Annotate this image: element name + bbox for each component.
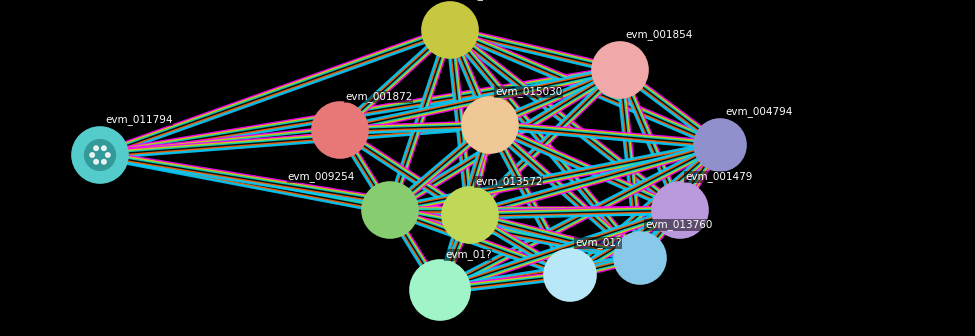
Circle shape xyxy=(72,127,128,183)
Circle shape xyxy=(544,249,596,301)
Circle shape xyxy=(90,153,95,157)
Circle shape xyxy=(694,119,746,171)
Circle shape xyxy=(362,182,418,238)
Text: evm_001479: evm_001479 xyxy=(685,172,753,182)
Text: evm_013760: evm_013760 xyxy=(645,219,713,230)
Circle shape xyxy=(312,102,368,158)
Circle shape xyxy=(410,260,470,320)
Text: evm_011794: evm_011794 xyxy=(105,115,173,125)
Text: evm_01?: evm_01? xyxy=(445,250,491,260)
Circle shape xyxy=(592,42,648,98)
Text: evm_009254: evm_009254 xyxy=(288,172,355,182)
Circle shape xyxy=(652,182,708,238)
Circle shape xyxy=(105,153,110,157)
Text: evm_015030: evm_015030 xyxy=(495,87,563,97)
Circle shape xyxy=(422,2,478,58)
Circle shape xyxy=(94,146,98,151)
Text: evm_013572: evm_013572 xyxy=(475,176,542,187)
Text: evm_004794: evm_004794 xyxy=(725,107,793,118)
Circle shape xyxy=(462,97,518,153)
Circle shape xyxy=(614,232,666,284)
Circle shape xyxy=(85,139,115,170)
Text: evm_01?: evm_01? xyxy=(575,238,621,248)
Text: evm_001854: evm_001854 xyxy=(625,30,692,40)
Circle shape xyxy=(94,160,98,164)
Text: evm_001872: evm_001872 xyxy=(345,91,412,102)
Circle shape xyxy=(101,160,106,164)
Circle shape xyxy=(101,146,106,151)
Circle shape xyxy=(442,187,498,243)
